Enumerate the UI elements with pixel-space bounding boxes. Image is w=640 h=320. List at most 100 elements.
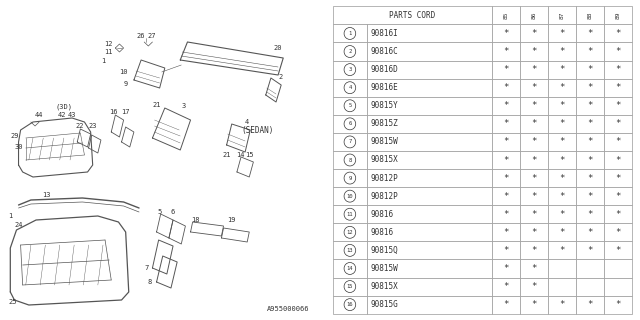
Bar: [333, 115, 367, 133]
Text: 8: 8: [147, 279, 152, 285]
Bar: [576, 223, 604, 241]
Text: *: *: [588, 47, 593, 56]
Bar: [333, 60, 367, 79]
Text: 17: 17: [122, 109, 130, 115]
Text: *: *: [559, 29, 564, 38]
Text: 90816D: 90816D: [371, 65, 399, 74]
Bar: [520, 60, 548, 79]
Text: *: *: [559, 137, 564, 147]
Text: 90816: 90816: [371, 228, 394, 237]
Bar: [548, 241, 576, 260]
Text: 85: 85: [503, 12, 508, 19]
Bar: [492, 241, 520, 260]
Bar: [333, 187, 367, 205]
Text: *: *: [588, 65, 593, 74]
Bar: [604, 277, 632, 296]
Bar: [492, 133, 520, 151]
Bar: [367, 223, 492, 241]
Text: 12: 12: [104, 41, 113, 47]
Text: *: *: [531, 47, 536, 56]
Bar: [367, 277, 492, 296]
Text: *: *: [503, 119, 508, 128]
Bar: [492, 43, 520, 60]
Circle shape: [344, 172, 356, 184]
Text: *: *: [503, 282, 508, 291]
Bar: [333, 6, 492, 24]
Bar: [604, 115, 632, 133]
Circle shape: [344, 82, 356, 94]
Bar: [520, 6, 548, 24]
Circle shape: [344, 244, 356, 256]
Bar: [333, 97, 367, 115]
Bar: [548, 169, 576, 187]
Text: *: *: [588, 29, 593, 38]
Bar: [492, 151, 520, 169]
Text: 16: 16: [347, 302, 353, 307]
Text: *: *: [531, 29, 536, 38]
Text: *: *: [559, 210, 564, 219]
Bar: [576, 6, 604, 24]
Bar: [367, 43, 492, 60]
Circle shape: [344, 100, 356, 112]
Text: 26: 26: [137, 33, 145, 39]
Text: 7: 7: [144, 265, 148, 271]
Text: 90816: 90816: [371, 210, 394, 219]
Bar: [492, 115, 520, 133]
Text: *: *: [531, 300, 536, 309]
Bar: [576, 79, 604, 97]
Bar: [367, 169, 492, 187]
Text: *: *: [559, 173, 564, 183]
Circle shape: [344, 136, 356, 148]
Bar: [576, 43, 604, 60]
Text: *: *: [503, 156, 508, 164]
Text: 5: 5: [348, 103, 351, 108]
Bar: [576, 133, 604, 151]
Text: 21: 21: [152, 102, 161, 108]
Text: 42: 42: [58, 112, 66, 118]
Text: *: *: [616, 137, 621, 147]
Bar: [548, 115, 576, 133]
Text: 90816I: 90816I: [371, 29, 399, 38]
Bar: [604, 205, 632, 223]
Text: 90815Q: 90815Q: [371, 246, 399, 255]
Bar: [548, 277, 576, 296]
Text: *: *: [531, 246, 536, 255]
Text: (3D): (3D): [56, 104, 72, 110]
Bar: [492, 79, 520, 97]
Text: 9: 9: [124, 81, 128, 87]
Bar: [333, 223, 367, 241]
Bar: [333, 79, 367, 97]
Bar: [576, 260, 604, 277]
Text: *: *: [588, 300, 593, 309]
Bar: [548, 43, 576, 60]
Bar: [333, 169, 367, 187]
Text: *: *: [531, 137, 536, 147]
Text: *: *: [616, 173, 621, 183]
Text: *: *: [559, 156, 564, 164]
Text: 24: 24: [14, 222, 23, 228]
Bar: [520, 151, 548, 169]
Text: PARTS CORD: PARTS CORD: [389, 11, 435, 20]
Text: *: *: [616, 246, 621, 255]
Text: *: *: [531, 192, 536, 201]
Text: *: *: [503, 210, 508, 219]
Bar: [548, 6, 576, 24]
Text: *: *: [503, 192, 508, 201]
Text: 90815W: 90815W: [371, 137, 399, 147]
Bar: [492, 97, 520, 115]
Text: *: *: [503, 137, 508, 147]
Circle shape: [344, 28, 356, 39]
Bar: [520, 205, 548, 223]
Text: *: *: [559, 65, 564, 74]
Bar: [604, 151, 632, 169]
Bar: [367, 187, 492, 205]
Bar: [367, 97, 492, 115]
Bar: [492, 223, 520, 241]
Text: 4: 4: [245, 119, 250, 125]
Circle shape: [344, 190, 356, 202]
Bar: [333, 296, 367, 314]
Text: *: *: [616, 47, 621, 56]
Text: 88: 88: [588, 12, 593, 19]
Bar: [520, 187, 548, 205]
Text: 90816C: 90816C: [371, 47, 399, 56]
